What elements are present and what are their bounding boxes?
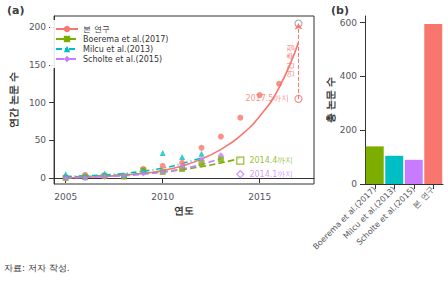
svg-text:2014.4까지: 2014.4까지 bbox=[249, 156, 293, 165]
svg-text:2015: 2015 bbox=[248, 192, 271, 202]
svg-text:Milcu et al.(2013): Milcu et al.(2013) bbox=[83, 45, 153, 54]
svg-text:연간 논문 수: 연간 논문 수 bbox=[8, 72, 19, 129]
svg-text:총 논문 수: 총 논문 수 bbox=[325, 77, 336, 124]
svg-text:150: 150 bbox=[29, 60, 46, 70]
svg-text:(a): (a) bbox=[7, 4, 24, 17]
svg-text:200: 200 bbox=[29, 22, 46, 32]
svg-text:(b): (b) bbox=[331, 4, 349, 17]
svg-text:50: 50 bbox=[35, 135, 47, 145]
svg-text:2014.1까지: 2014.1까지 bbox=[249, 170, 293, 179]
svg-text:600: 600 bbox=[340, 18, 357, 28]
svg-text:2017.5까지: 2017.5까지 bbox=[245, 94, 289, 103]
svg-text:200: 200 bbox=[340, 125, 357, 135]
svg-text:100: 100 bbox=[29, 98, 46, 108]
svg-text:Scholte et al.(2015): Scholte et al.(2015) bbox=[83, 55, 162, 64]
svg-text:2005: 2005 bbox=[54, 192, 77, 202]
svg-text:본 연구: 본 연구 bbox=[411, 185, 436, 210]
svg-text:0: 0 bbox=[351, 179, 357, 189]
svg-text:본 연구: 본 연구 bbox=[83, 25, 110, 34]
svg-text:2010: 2010 bbox=[151, 192, 174, 202]
html-text:자료: 저자 작성.: 자료: 저자 작성. bbox=[4, 263, 70, 273]
svg-text:Milcu et al.(2013): Milcu et al.(2013) bbox=[341, 184, 398, 241]
svg-text:Scholte et al.(2015): Scholte et al.(2015) bbox=[355, 185, 417, 247]
svg-text:0: 0 bbox=[40, 173, 46, 183]
svg-text:Boerema et al.(2017): Boerema et al.(2017) bbox=[83, 35, 168, 44]
svg-text:연간 추정: 연간 추정 bbox=[286, 44, 295, 79]
svg-text:400: 400 bbox=[340, 71, 357, 81]
svg-text:연도: 연도 bbox=[174, 205, 194, 216]
svg-text:Boerema et al.(2017): Boerema et al.(2017) bbox=[311, 184, 378, 252]
